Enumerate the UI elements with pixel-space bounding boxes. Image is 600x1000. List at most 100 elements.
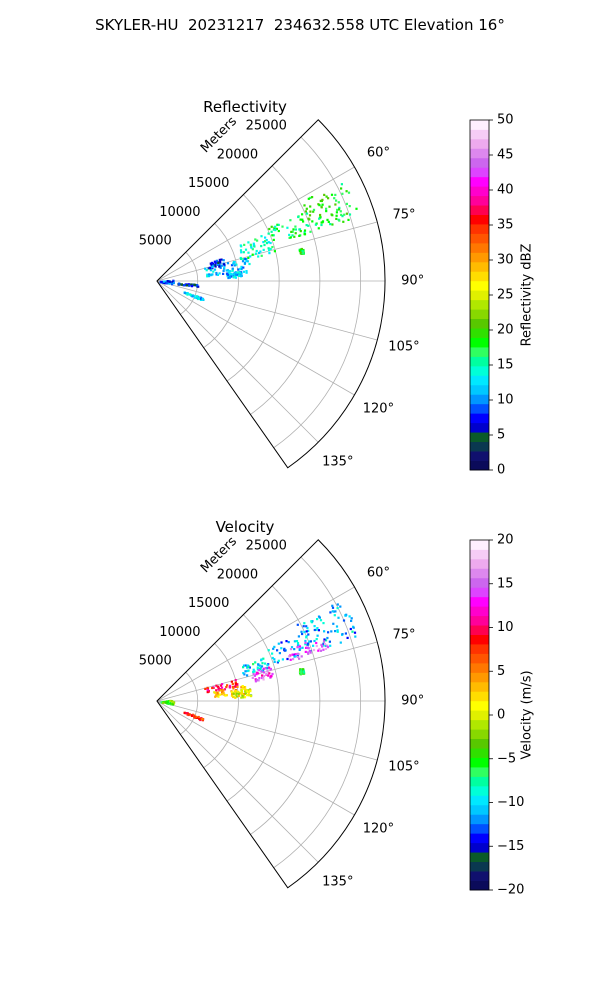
echo-pixel [322, 644, 325, 647]
echo-pixel [302, 625, 305, 628]
azimuth-tick-label: 90° [401, 694, 424, 709]
echo-pixel [196, 295, 199, 298]
echo-pixel [318, 204, 321, 207]
echo-pixel [345, 212, 348, 215]
echo-pixel [254, 238, 257, 241]
echo-pixel [196, 296, 199, 299]
echo-pixel [315, 638, 318, 641]
echo-pixel [315, 641, 318, 645]
echo-pixel [246, 664, 249, 667]
echo-pixel [186, 713, 189, 716]
echo-pixel [262, 669, 265, 672]
echo-pixel [211, 266, 214, 269]
echo-pixel [301, 250, 304, 253]
echo-pixel [312, 210, 315, 213]
echo-pixel [205, 269, 208, 272]
echo-pixel [296, 652, 299, 655]
echo-pixel [162, 701, 165, 704]
echo-pixel [211, 686, 214, 690]
echo-pixel [186, 292, 189, 295]
colorbar-tick-label: 25 [497, 288, 514, 303]
echo-pixel [347, 218, 350, 221]
echo-pixel [237, 694, 240, 698]
echo-pixel [266, 670, 269, 673]
colorbar-segment [470, 290, 489, 301]
echo-pixel [300, 630, 303, 633]
echo-pixel [316, 634, 319, 637]
echo-pixel [254, 661, 257, 664]
echo-pixel [242, 258, 245, 261]
echo-pixel [288, 655, 291, 658]
echo-pixel [319, 619, 323, 622]
echo-pixel [183, 284, 186, 287]
echo-pixel [183, 711, 186, 714]
echo-pixel [234, 682, 237, 685]
figure-title: SKYLER-HU 20231217 234632.558 UTC Elevat… [95, 16, 505, 34]
echo-pixel [297, 215, 300, 219]
echo-pixel [325, 210, 328, 213]
echo-pixel [262, 678, 265, 681]
echo-pixel [237, 690, 240, 693]
echo-pixel [335, 211, 338, 214]
colorbar-segment [470, 767, 489, 777]
echo-pixel [228, 686, 232, 689]
echo-pixel [289, 236, 292, 239]
echo-pixel [338, 206, 341, 209]
echo-pixel [165, 282, 168, 285]
echo-pixel [313, 628, 316, 632]
colorbar-segment [470, 814, 489, 825]
colorbar-segment [470, 861, 489, 872]
echo-pixel [265, 239, 268, 242]
range-tick-label: 25000 [246, 119, 287, 134]
echo-pixel [322, 622, 325, 625]
echo-pixel [264, 236, 267, 239]
echo-pixel [305, 224, 308, 227]
echo-pixel [300, 672, 303, 675]
azimuth-tick-label: 90° [401, 274, 424, 289]
echo-pixel [217, 693, 220, 696]
echo-pixel [331, 223, 334, 226]
echo-pixel [298, 228, 302, 231]
echo-pixel [310, 620, 313, 623]
echo-pixel [311, 196, 314, 199]
echo-pixel [344, 632, 347, 635]
echo-pixel [336, 629, 339, 632]
echo-pixel [200, 297, 203, 300]
echo-pixel [162, 280, 165, 283]
echo-pixel [297, 644, 300, 647]
echo-pixel [218, 693, 221, 696]
colorbar-segment [470, 129, 489, 140]
echo-pixel [244, 248, 248, 251]
echo-pixel [250, 246, 253, 249]
echo-pixel [269, 247, 272, 250]
echo-pixel [219, 264, 223, 267]
echo-pixel [242, 266, 245, 269]
azimuth-spoke [156, 700, 319, 863]
echo-pixel [280, 641, 283, 644]
echo-pixel [267, 674, 270, 677]
echo-pixel [313, 639, 316, 643]
echo-pixel [197, 715, 200, 719]
echo-pixel [192, 283, 195, 286]
echo-pixel [294, 225, 297, 228]
echo-pixel [269, 241, 272, 245]
echo-pixel [243, 243, 246, 246]
echo-pixel [252, 672, 255, 676]
echo-pixel [353, 631, 357, 634]
echo-pixel [266, 667, 269, 670]
echo-pixel [194, 283, 197, 287]
colorbar-segment [470, 167, 489, 178]
colorbar-tick-label: 10 [497, 620, 514, 635]
echo-pixel [267, 232, 270, 235]
echo-pixel [276, 223, 279, 226]
colorbar: −20 −15 −10 −5 0 5 10 15 20 Velocity (m/s) [469, 533, 535, 898]
echo-pixel [219, 266, 222, 269]
echo-pixel [292, 228, 295, 231]
echo-pixel [319, 649, 323, 652]
colorbar-segment [470, 710, 489, 721]
echo-pixel [323, 193, 326, 196]
panel-title: Reflectivity [203, 98, 287, 116]
echo-pixel [247, 694, 250, 697]
echo-pixel [345, 202, 348, 205]
echo-pixel [220, 693, 223, 696]
